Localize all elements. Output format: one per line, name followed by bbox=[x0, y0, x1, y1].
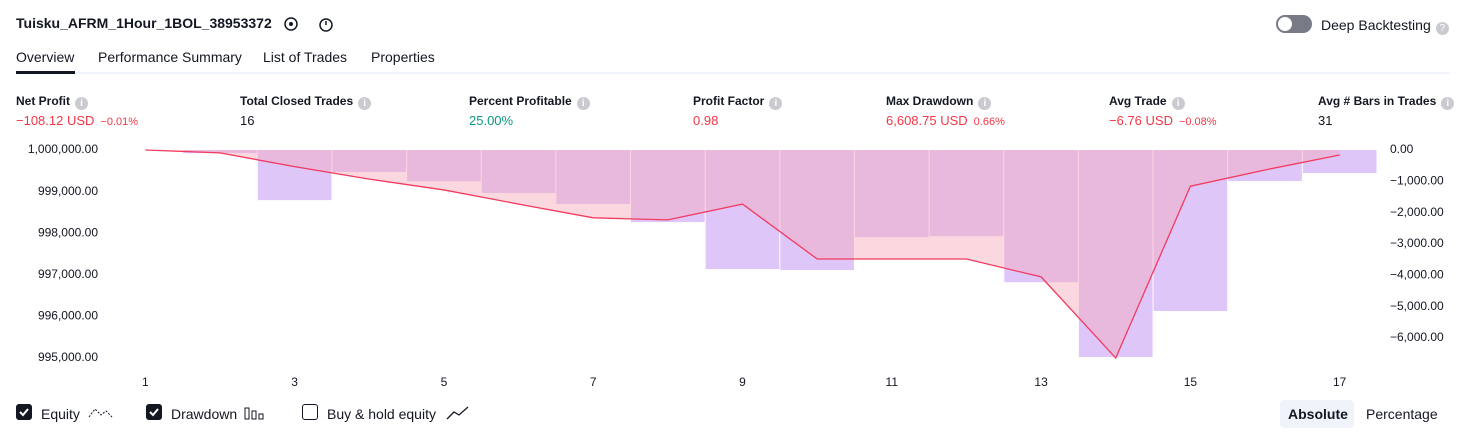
x-tick-label: 3 bbox=[291, 375, 298, 389]
strategy-title: Tuisku_AFRM_1Hour_1BOL_38953372 bbox=[16, 15, 272, 31]
metric-label: Avg Trade i bbox=[1109, 94, 1185, 110]
mode-active-bg bbox=[1280, 400, 1354, 428]
tab[interactable]: Properties bbox=[371, 49, 435, 65]
metric-label: Avg # Bars in Trades i bbox=[1318, 94, 1455, 110]
buy-hold-icon bbox=[446, 406, 469, 420]
legend-equity: Equity bbox=[41, 406, 80, 422]
t: 6,608.75 USD bbox=[886, 113, 968, 128]
metric-label: Profit Factor i bbox=[693, 94, 783, 110]
t: Percent Profitable bbox=[469, 94, 572, 108]
t: Total Closed Trades bbox=[240, 94, 354, 108]
y-tick-label: 996,000.00 bbox=[38, 309, 98, 323]
metric-value: −6.76 USD −0.08% bbox=[1109, 113, 1217, 128]
t: Profit Factor bbox=[693, 94, 765, 108]
x-tick-label: 15 bbox=[1184, 375, 1198, 389]
y2-tick-label: −2,000.00 bbox=[1390, 205, 1444, 219]
metric-label: Total Closed Trades i bbox=[240, 94, 372, 110]
metric-value: 6,608.75 USD 0.66% bbox=[886, 113, 1005, 128]
drawdown-bar bbox=[929, 150, 1004, 237]
deep-backtesting: Deep Backtesting bbox=[1321, 17, 1431, 33]
metric-value: −108.12 USD −0.01% bbox=[16, 113, 138, 128]
metric-label: Max Drawdown i bbox=[886, 94, 992, 110]
x-tick-label: 17 bbox=[1333, 375, 1347, 389]
t: Max Drawdown bbox=[886, 94, 974, 108]
drawdown-bar bbox=[854, 150, 929, 238]
y2-tick-label: −1,000.00 bbox=[1390, 174, 1444, 188]
y2-tick-label: −3,000.00 bbox=[1390, 236, 1444, 250]
x-tick-label: 11 bbox=[886, 375, 899, 389]
t: Net Profit bbox=[16, 94, 70, 108]
y-tick-label: 998,000.00 bbox=[38, 225, 98, 239]
t: −0.08% bbox=[1178, 116, 1217, 128]
metric-value: 25.00% bbox=[469, 113, 514, 128]
drawdown-bar bbox=[780, 150, 854, 271]
t: Avg # Bars in Trades bbox=[1318, 94, 1437, 108]
drawdown-bar bbox=[481, 150, 556, 193]
legend-drawdown: Drawdown bbox=[171, 406, 238, 422]
drawdown-bar bbox=[556, 150, 631, 204]
tab-rule bbox=[16, 72, 1450, 74]
title-icons[interactable] bbox=[282, 15, 342, 35]
metric-value: 31 bbox=[1318, 113, 1333, 128]
tab-active bbox=[16, 71, 75, 74]
checkbox[interactable] bbox=[302, 404, 318, 420]
chart: 1,000,000.00 999,000.00 998,000.00 997,000.… bbox=[28, 142, 1444, 389]
y-tick-label: 999,000.00 bbox=[38, 184, 98, 198]
equity-icon bbox=[88, 408, 113, 418]
metric-value: 0.98 bbox=[693, 113, 719, 128]
metric-value: 16 bbox=[240, 113, 255, 128]
x-tick-label: 1 bbox=[142, 375, 149, 389]
y2-tick-label: −6,000.00 bbox=[1390, 330, 1444, 344]
t: −6.76 USD bbox=[1109, 113, 1173, 128]
drawdown-icon bbox=[244, 407, 264, 420]
x-tick-label: 7 bbox=[590, 375, 597, 389]
equity-line bbox=[145, 149, 1340, 360]
mode-button[interactable]: Absolute bbox=[1288, 406, 1348, 422]
drawdown-bar bbox=[257, 150, 332, 201]
checkbox[interactable] bbox=[146, 404, 162, 420]
x-tick-label: 13 bbox=[1034, 375, 1048, 389]
t: Avg Trade bbox=[1109, 94, 1167, 108]
drawdown-bar bbox=[1004, 150, 1078, 283]
t: −0.01% bbox=[100, 116, 139, 128]
x-tick-label: 5 bbox=[441, 375, 448, 389]
drawdown-bar bbox=[1078, 150, 1153, 358]
tab[interactable]: Overview bbox=[16, 49, 75, 65]
metric-label: Net Profit i bbox=[16, 94, 88, 110]
y2-tick-label: −5,000.00 bbox=[1390, 299, 1444, 313]
tab[interactable]: List of Trades bbox=[263, 49, 348, 65]
drawdown-bar bbox=[407, 150, 481, 182]
y-tick-label: 1,000,000.00 bbox=[28, 142, 98, 156]
legend-buy-hold: Buy & hold equity bbox=[327, 406, 436, 422]
deep-backtesting-label: Deep Backtesting? bbox=[1321, 17, 1449, 35]
y2-tick-label: −4,000.00 bbox=[1390, 268, 1444, 282]
drawdown-bar bbox=[1153, 150, 1228, 312]
y-tick-label: 995,000.00 bbox=[38, 350, 98, 364]
mode-button[interactable]: Percentage bbox=[1366, 406, 1438, 422]
t: 0.66% bbox=[973, 116, 1005, 128]
y2-tick-label: 0.00 bbox=[1390, 142, 1414, 156]
tab[interactable]: Performance Summary bbox=[98, 49, 242, 65]
metric-label: Percent Profitable i bbox=[469, 94, 590, 110]
drawdown-bar bbox=[1302, 150, 1377, 174]
y-tick-label: 997,000.00 bbox=[38, 267, 98, 281]
x-tick-label: 9 bbox=[739, 375, 746, 389]
drawdown-bar bbox=[183, 150, 257, 154]
drawdown-bar bbox=[332, 150, 407, 172]
t: −108.12 USD bbox=[16, 113, 95, 128]
checkbox[interactable] bbox=[16, 404, 32, 420]
drawdown-bar bbox=[631, 150, 705, 223]
toggle[interactable] bbox=[1276, 15, 1312, 33]
equity-area bbox=[145, 149, 1340, 359]
